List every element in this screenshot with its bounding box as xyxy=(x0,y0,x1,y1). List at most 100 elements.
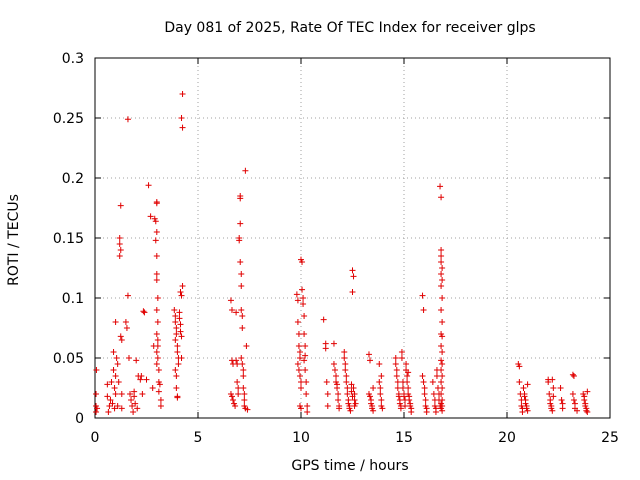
data-point xyxy=(394,385,401,391)
data-point xyxy=(429,379,436,385)
data-point xyxy=(377,385,384,391)
data-point xyxy=(153,349,160,355)
data-point xyxy=(342,367,349,373)
y-tick-label: 0.2 xyxy=(62,171,84,187)
data-point xyxy=(303,379,310,385)
data-point xyxy=(104,381,111,388)
y-tick-label: 0.05 xyxy=(53,351,84,367)
data-point xyxy=(300,295,307,301)
data-point xyxy=(235,385,242,391)
data-point xyxy=(398,355,405,361)
data-point xyxy=(439,397,446,403)
data-point xyxy=(351,403,358,409)
data-point xyxy=(240,373,247,379)
data-point xyxy=(243,343,250,349)
data-point xyxy=(331,367,338,373)
data-point xyxy=(241,397,248,403)
data-point xyxy=(399,385,406,391)
data-point xyxy=(239,325,246,331)
data-point xyxy=(110,349,117,355)
data-point xyxy=(111,405,118,412)
data-point xyxy=(303,391,310,397)
data-point xyxy=(112,373,119,379)
data-point xyxy=(145,182,152,189)
tick-labels: 0 5 10 15 20 25 0 0.05 0.1 0.15 0.2 0.25 0.3 xyxy=(53,51,619,446)
data-point xyxy=(178,355,185,361)
data-point xyxy=(350,273,357,280)
data-point xyxy=(584,409,591,415)
data-point xyxy=(154,343,161,349)
data-point xyxy=(438,271,445,277)
data-point xyxy=(153,271,160,277)
data-point xyxy=(233,357,240,364)
data-point xyxy=(438,259,445,265)
data-point xyxy=(439,333,446,340)
data-point xyxy=(238,307,245,313)
data-point xyxy=(116,253,123,259)
data-point xyxy=(228,307,235,313)
data-point xyxy=(422,397,429,403)
data-point xyxy=(405,369,412,376)
data-point xyxy=(294,361,301,367)
data-point xyxy=(438,283,445,289)
data-point xyxy=(351,391,358,397)
data-point xyxy=(439,319,446,325)
data-point xyxy=(293,291,300,298)
data-point xyxy=(240,367,247,373)
data-point xyxy=(172,337,179,343)
data-point xyxy=(177,321,184,328)
data-point xyxy=(334,385,341,391)
data-point xyxy=(108,379,115,385)
data-point xyxy=(177,328,184,335)
data-point xyxy=(114,403,121,409)
data-point xyxy=(347,407,354,414)
data-point xyxy=(341,349,348,355)
data-point xyxy=(173,331,180,337)
data-point xyxy=(127,391,134,397)
data-point xyxy=(125,355,132,361)
data-point xyxy=(438,307,445,313)
data-point xyxy=(117,247,124,253)
data-point xyxy=(570,373,577,379)
data-point xyxy=(238,283,245,289)
data-point xyxy=(112,319,119,325)
data-point xyxy=(403,361,410,367)
data-point xyxy=(419,373,426,379)
data-point xyxy=(432,409,439,415)
data-point xyxy=(178,333,185,340)
data-point xyxy=(115,379,122,385)
y-tick-label: 0 xyxy=(75,411,84,427)
data-point xyxy=(179,91,186,97)
data-point xyxy=(241,391,248,397)
data-point xyxy=(438,367,445,373)
data-point xyxy=(341,355,348,361)
data-point xyxy=(302,367,309,373)
data-point xyxy=(147,213,154,220)
data-point xyxy=(112,391,119,397)
data-point xyxy=(238,271,245,277)
data-point xyxy=(153,361,160,367)
data-point xyxy=(113,355,120,361)
data-point xyxy=(299,286,306,293)
data-point xyxy=(157,397,164,403)
data-point xyxy=(230,397,237,403)
data-point xyxy=(323,379,330,385)
data-point xyxy=(173,373,180,379)
data-point xyxy=(128,397,135,403)
data-point xyxy=(421,391,428,397)
data-point xyxy=(379,405,386,412)
data-point xyxy=(545,379,552,385)
x-tick-label: 25 xyxy=(601,430,619,446)
x-tick-label: 10 xyxy=(292,430,310,446)
data-point xyxy=(153,331,160,337)
data-point xyxy=(116,241,123,247)
data-point xyxy=(156,381,163,388)
data-point xyxy=(335,397,342,403)
data-point xyxy=(423,409,430,415)
data-point xyxy=(295,331,302,337)
data-point xyxy=(301,313,308,319)
data-point xyxy=(154,355,161,361)
data-point xyxy=(117,202,124,209)
